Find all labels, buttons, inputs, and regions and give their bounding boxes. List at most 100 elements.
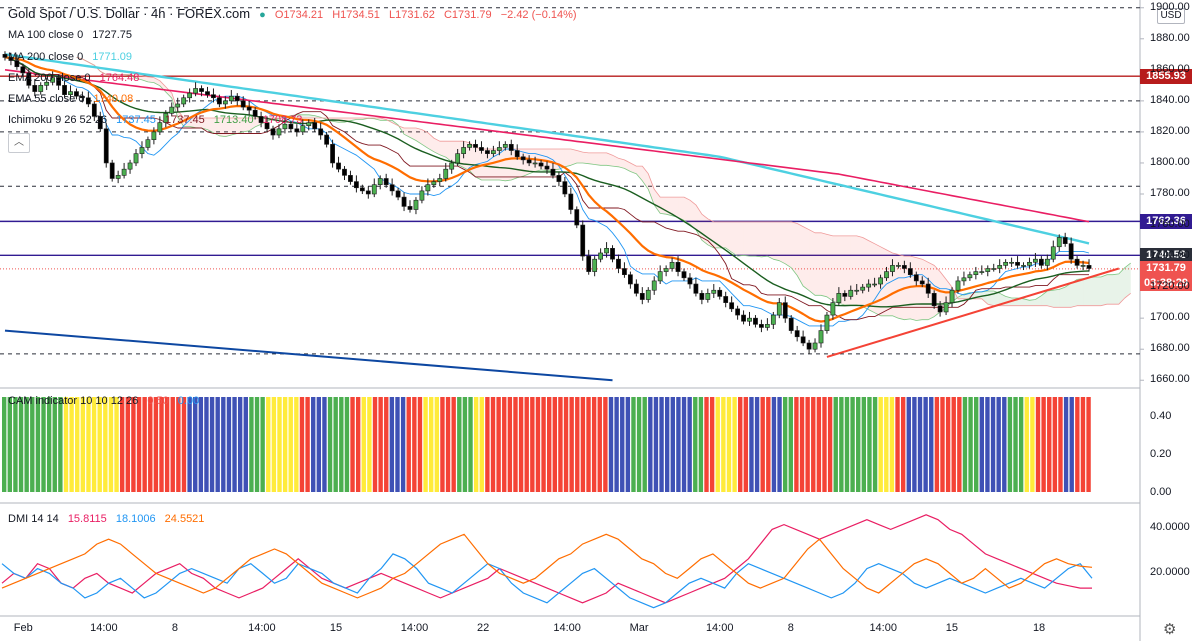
cam-bar-yellow <box>103 397 108 492</box>
price-axis-label: 1680.00 <box>1150 342 1190 355</box>
currency-badge[interactable]: USD <box>1157 8 1185 24</box>
cam-bar-red <box>805 397 810 492</box>
cam-bar-red <box>535 397 541 492</box>
candle-body <box>1086 265 1092 269</box>
ichimoku-cloud-segment <box>207 117 214 133</box>
ichimoku-cloud-segment <box>529 148 536 174</box>
cam-bar-blue <box>193 397 198 492</box>
candle-body <box>97 116 103 130</box>
candle-body <box>20 66 26 74</box>
candle-body <box>592 258 598 272</box>
ichimoku-cloud-segment <box>415 128 422 145</box>
candle-body <box>211 94 216 99</box>
candle-body <box>455 153 461 164</box>
candle-body <box>586 255 592 272</box>
cam-bar-red <box>940 397 945 492</box>
cam-bar-blue <box>923 397 928 492</box>
cam-bar-blue <box>187 397 192 492</box>
dmi-minus-line <box>1 553 1093 609</box>
candle-body <box>1062 237 1068 244</box>
ichimoku-cloud-segment <box>421 129 428 149</box>
candle-body <box>872 283 877 286</box>
cam-bar-red <box>412 397 417 492</box>
candle-body <box>1015 261 1020 266</box>
gear-icon[interactable]: ⚙ <box>1163 621 1177 638</box>
cam-bar-red <box>547 397 552 492</box>
ichimoku-cloud-segment <box>225 117 232 137</box>
time-axis-label: 15 <box>945 622 958 634</box>
cam-bar-green <box>1007 397 1013 492</box>
ichimoku-cloud-segment <box>678 197 684 221</box>
ichimoku-cloud-segment <box>570 148 577 166</box>
legend-ma200[interactable]: MA 200 close 0 1771.09 <box>8 51 133 63</box>
cam-bar-blue <box>389 397 395 492</box>
legend-cam[interactable]: CAM indicator 10 10 12 26 0.50 0.00 <box>8 395 200 407</box>
candle-body <box>431 181 437 185</box>
ichimoku-cloud-segment <box>803 226 810 291</box>
candle-body <box>85 97 91 105</box>
candle-body <box>741 314 746 322</box>
cam-bar-green <box>254 397 260 492</box>
ichimoku-cloud-segment <box>713 221 720 248</box>
price-tag-1740: 1740.52 <box>1140 247 1192 263</box>
legend-ema200[interactable]: EMA 200 close 0 1764.48 <box>8 72 140 84</box>
candle-body <box>633 283 639 294</box>
time-axis-label: 15 <box>329 622 343 634</box>
candle-body <box>532 162 538 165</box>
candle-body <box>217 97 222 105</box>
cam-bar-yellow <box>288 397 293 492</box>
legend-dmi[interactable]: DMI 14 14 15.8115 18.1006 24.5521 <box>8 513 205 525</box>
dmi-axis-40: 40.0000 <box>1150 521 1190 533</box>
cam-bar-blue <box>648 397 653 492</box>
candle-body <box>788 317 794 331</box>
cam-bar-yellow <box>294 397 299 492</box>
candle-body <box>854 289 860 292</box>
legend-ma100[interactable]: MA 100 close 0 1727.75 <box>8 29 133 41</box>
cam-bar-blue <box>771 397 777 492</box>
candle-body <box>580 224 586 257</box>
candle-body <box>729 302 735 310</box>
ichimoku-cloud-segment <box>195 117 202 129</box>
ichimoku-cloud-segment <box>439 141 446 158</box>
trendline-support <box>826 267 1120 358</box>
ichimoku-cloud-segment <box>868 240 875 313</box>
candle-body <box>276 128 282 136</box>
price-axis-label: 1760.00 <box>1150 218 1190 231</box>
candle-body <box>187 92 193 99</box>
cam-bar-blue <box>996 397 1001 492</box>
candle-body <box>330 144 335 164</box>
ichimoku-cloud-segment <box>1071 279 1078 308</box>
legend-ema55[interactable]: EMA 55 close 0 1740.08 <box>8 93 134 105</box>
ichimoku-cloud-segment <box>862 237 869 310</box>
ichimoku-cloud-segment <box>1047 290 1054 308</box>
candle-body <box>425 184 431 192</box>
candle-body <box>1068 243 1074 260</box>
cam-bar-blue <box>917 397 923 492</box>
time-axis-label: 14:00 <box>248 622 276 634</box>
cam-bar-red <box>507 397 513 492</box>
ema55-line <box>4 56 1090 323</box>
candle-body <box>32 85 38 92</box>
collapse-legend-button[interactable]: ︿ <box>8 133 30 153</box>
price-axis-label: 1800.00 <box>1150 155 1190 168</box>
cam-bar-blue <box>749 397 754 492</box>
cam-bar-green <box>7 397 13 492</box>
cam-bar-green <box>52 397 57 492</box>
legend-ichimoku[interactable]: Ichimoku 9 26 52 26 1737.45 1737.45 1713… <box>8 114 303 126</box>
cam-bar-blue <box>1063 397 1069 492</box>
cam-bar-red <box>513 397 518 492</box>
ichimoku-cloud-segment <box>1065 283 1072 308</box>
candle-body <box>491 150 496 154</box>
cam-bar-blue <box>221 397 226 492</box>
candle-body <box>508 144 514 151</box>
cam-bar-red <box>603 397 608 492</box>
cam-bar-green <box>631 397 636 492</box>
cam-bar-red <box>895 397 900 492</box>
cam-bar-red <box>760 397 765 492</box>
ichimoku-cloud-segment <box>552 148 559 170</box>
candle-body <box>419 190 425 201</box>
cam-bar-red <box>816 397 822 492</box>
cam-bar-blue <box>687 397 692 492</box>
